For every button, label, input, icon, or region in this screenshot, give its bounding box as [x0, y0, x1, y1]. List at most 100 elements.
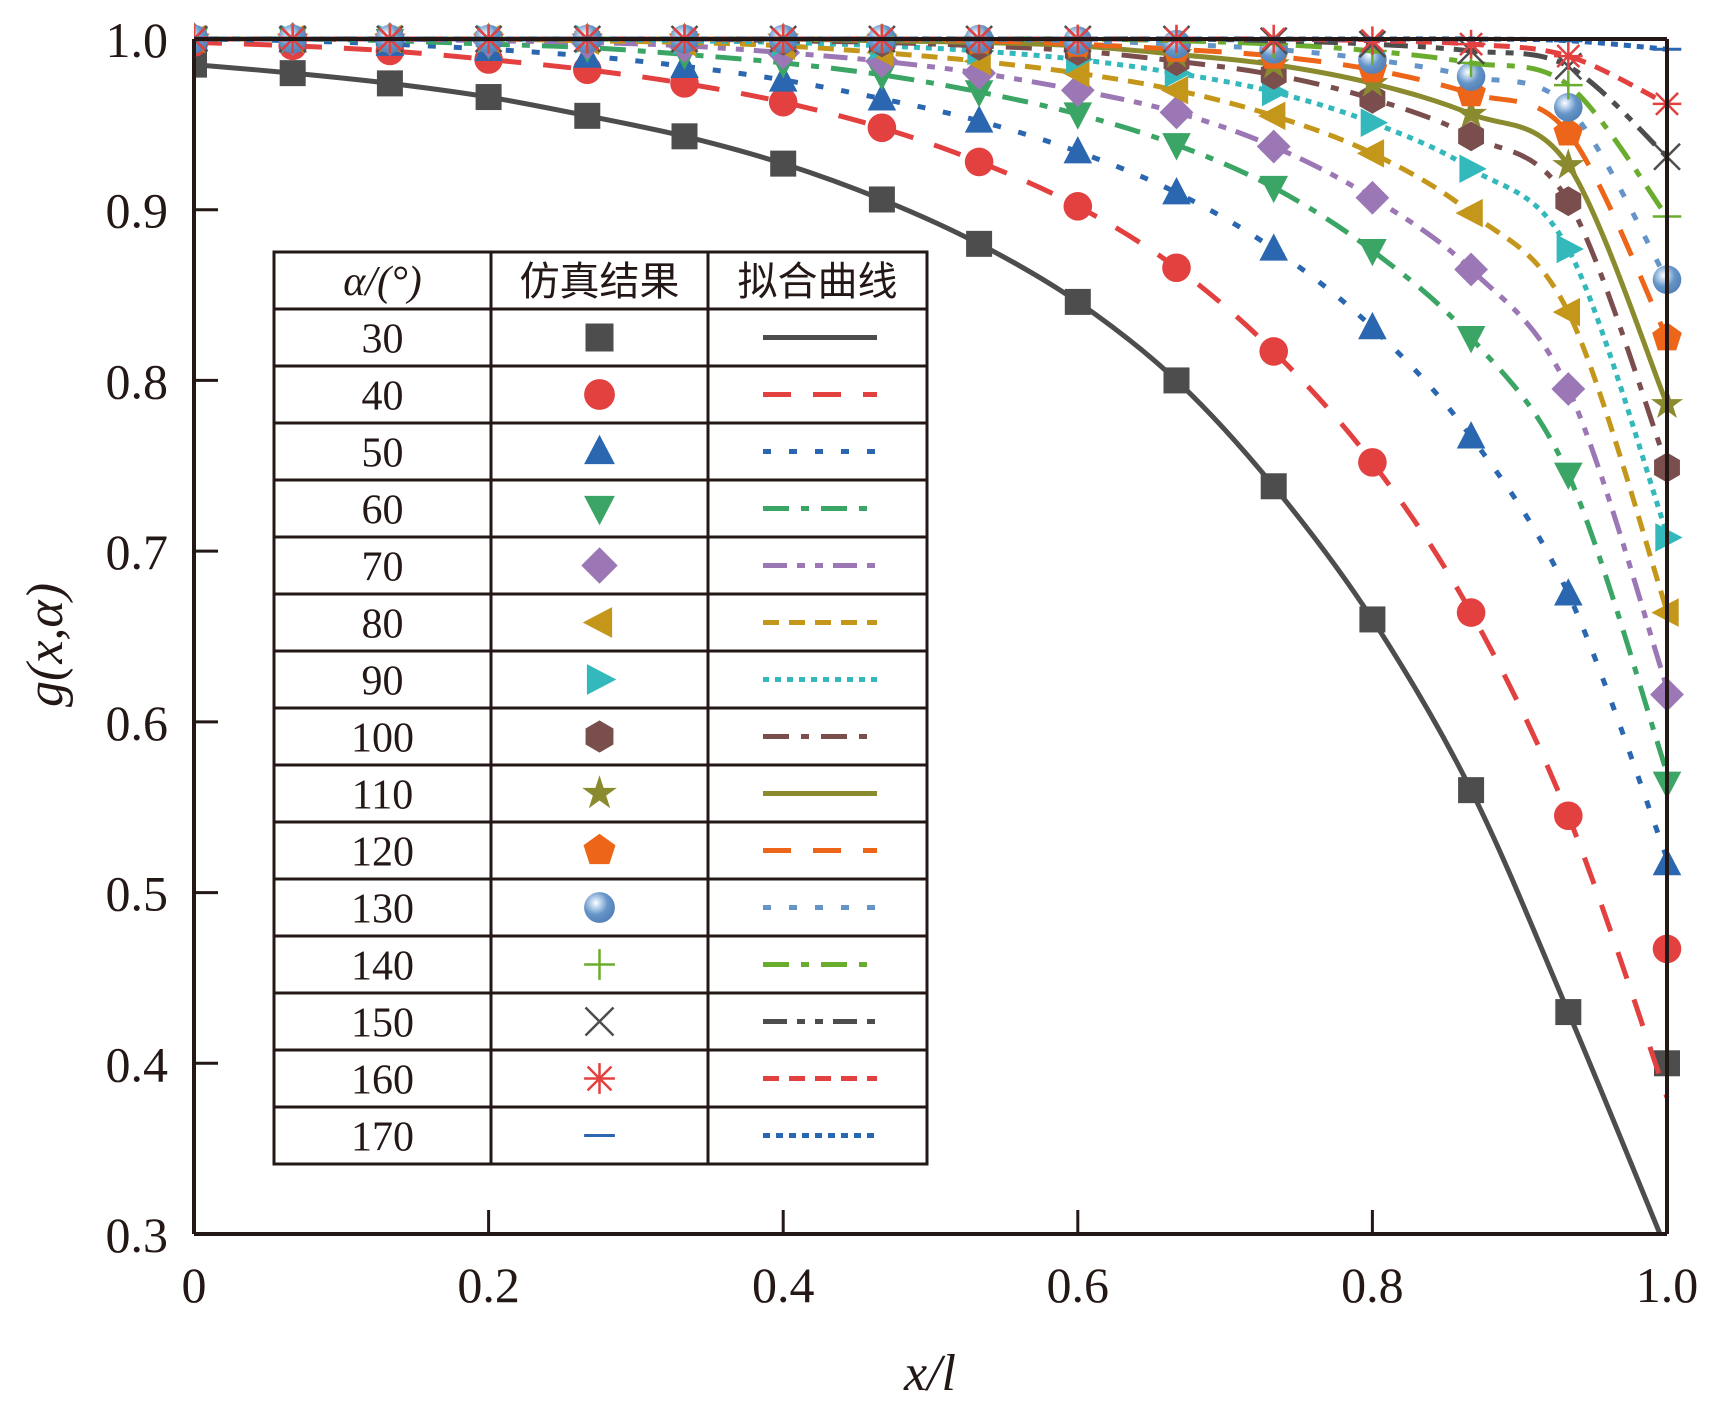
- marker-70: [1256, 129, 1291, 164]
- marker-60: [1456, 326, 1486, 354]
- marker-60: [1063, 102, 1093, 130]
- legend-marker-60: [584, 495, 615, 526]
- marker-80: [1062, 58, 1090, 88]
- legend-header-fit: 拟合曲线: [738, 259, 898, 305]
- legend-angle-120: 120: [351, 830, 414, 876]
- legend-angle-170: 170: [351, 1115, 414, 1161]
- marker-40: [1554, 801, 1583, 831]
- marker-70: [1551, 372, 1586, 406]
- legend-angle-140: 140: [351, 944, 414, 990]
- marker-30: [770, 150, 797, 177]
- marker-30: [1163, 367, 1190, 394]
- legend-angle-30: 30: [362, 317, 404, 363]
- legend-angle-150: 150: [351, 1001, 414, 1047]
- legend-marker-80: [582, 607, 613, 638]
- legend-angle-100: 100: [351, 716, 414, 762]
- legend-angle-40: 40: [362, 374, 404, 420]
- marker-60: [964, 80, 994, 108]
- x-tick-label: 0.4: [752, 1257, 815, 1313]
- marker-50: [1063, 136, 1093, 164]
- legend-angle-60: 60: [362, 488, 404, 534]
- marker-80: [1258, 101, 1286, 131]
- x-tick-label: 0: [182, 1257, 207, 1313]
- marker-90: [1459, 154, 1487, 184]
- marker-60: [1162, 133, 1191, 161]
- legend-marker-30: [585, 323, 614, 352]
- x-tick-label: 0.2: [457, 1257, 520, 1313]
- marker-60: [1358, 238, 1387, 267]
- marker-50: [867, 83, 897, 111]
- marker-30: [279, 60, 306, 87]
- marker-30: [574, 102, 601, 129]
- marker-40: [1259, 337, 1289, 366]
- marker-70: [1454, 252, 1488, 287]
- marker-30: [1555, 999, 1582, 1026]
- y-tick-label: 0.4: [106, 1036, 169, 1092]
- marker-70: [1159, 95, 1194, 130]
- legend-angle-160: 160: [351, 1058, 414, 1104]
- marker-80: [1356, 139, 1385, 168]
- marker-50: [1554, 578, 1583, 606]
- marker-130: [1554, 92, 1583, 122]
- y-tick-label: 0.5: [106, 866, 169, 922]
- legend-marker-110: [582, 775, 617, 809]
- legend-marker-50: [584, 434, 615, 465]
- marker-30: [1359, 606, 1386, 633]
- legend-angle-110: 110: [352, 773, 413, 819]
- y-axis-title: g(x,α): [17, 583, 74, 707]
- marker-40: [768, 87, 798, 117]
- legend-table: α/(°) 仿真结果 拟合曲线 30 40 50 60 70 80 90 100 110 120 130 1…: [272, 250, 929, 1166]
- fit-curve-50: [194, 36, 1670, 860]
- legend-marker-160: [584, 1063, 615, 1094]
- marker-40: [964, 147, 994, 177]
- legend-header-angle: α/(°): [343, 259, 421, 305]
- marker-50: [1162, 177, 1191, 205]
- marker-40: [867, 113, 897, 143]
- marker-30: [1458, 777, 1485, 804]
- marker-40: [1162, 253, 1191, 283]
- fit-curve-130: [194, 36, 1670, 281]
- legend-angle-90: 90: [362, 659, 404, 705]
- marker-60: [1554, 462, 1583, 490]
- marker-30: [376, 70, 403, 97]
- marker-30: [868, 186, 895, 213]
- marker-40: [1358, 448, 1387, 477]
- fit-curve-40: [194, 39, 1670, 1099]
- marker-90: [1360, 108, 1388, 137]
- marker-30: [1260, 473, 1287, 500]
- marker-30: [671, 123, 698, 150]
- marker-30: [194, 51, 207, 78]
- marker-100: [1458, 121, 1485, 152]
- marker-80: [1160, 75, 1189, 105]
- marker-40: [1063, 192, 1093, 221]
- marker-50: [1358, 311, 1387, 340]
- legend-angle-80: 80: [362, 602, 404, 648]
- marker-50: [1456, 421, 1486, 449]
- marker-100: [1555, 186, 1582, 217]
- y-tick-label: 0.9: [106, 183, 169, 239]
- fit-curve-70: [194, 36, 1670, 689]
- legend-header-simulation: 仿真结果: [520, 259, 680, 305]
- legend-marker-140: [584, 949, 615, 980]
- marker-70: [1355, 180, 1390, 215]
- marker-120: [1553, 117, 1584, 146]
- marker-140: [1554, 70, 1583, 100]
- y-tick-label: 0.7: [106, 524, 169, 580]
- marker-160: [1554, 41, 1583, 71]
- marker-90: [1556, 234, 1584, 264]
- marker-60: [1259, 175, 1289, 204]
- x-tick-label: 0.6: [1047, 1257, 1110, 1313]
- legend-marker-100: [585, 720, 614, 753]
- legend-marker-120: [583, 833, 616, 865]
- marker-80: [1455, 198, 1483, 228]
- x-tick-label: 0.8: [1341, 1257, 1404, 1313]
- fit-curve-60: [194, 36, 1670, 774]
- x-tick-label: 1.0: [1636, 1257, 1699, 1313]
- legend-marker-150: [584, 1006, 615, 1037]
- legend-marker-130: [584, 892, 615, 923]
- y-tick-label: 0.3: [106, 1207, 169, 1263]
- marker-50: [1259, 233, 1289, 261]
- marker-30: [966, 230, 993, 257]
- marker-40: [1456, 598, 1486, 627]
